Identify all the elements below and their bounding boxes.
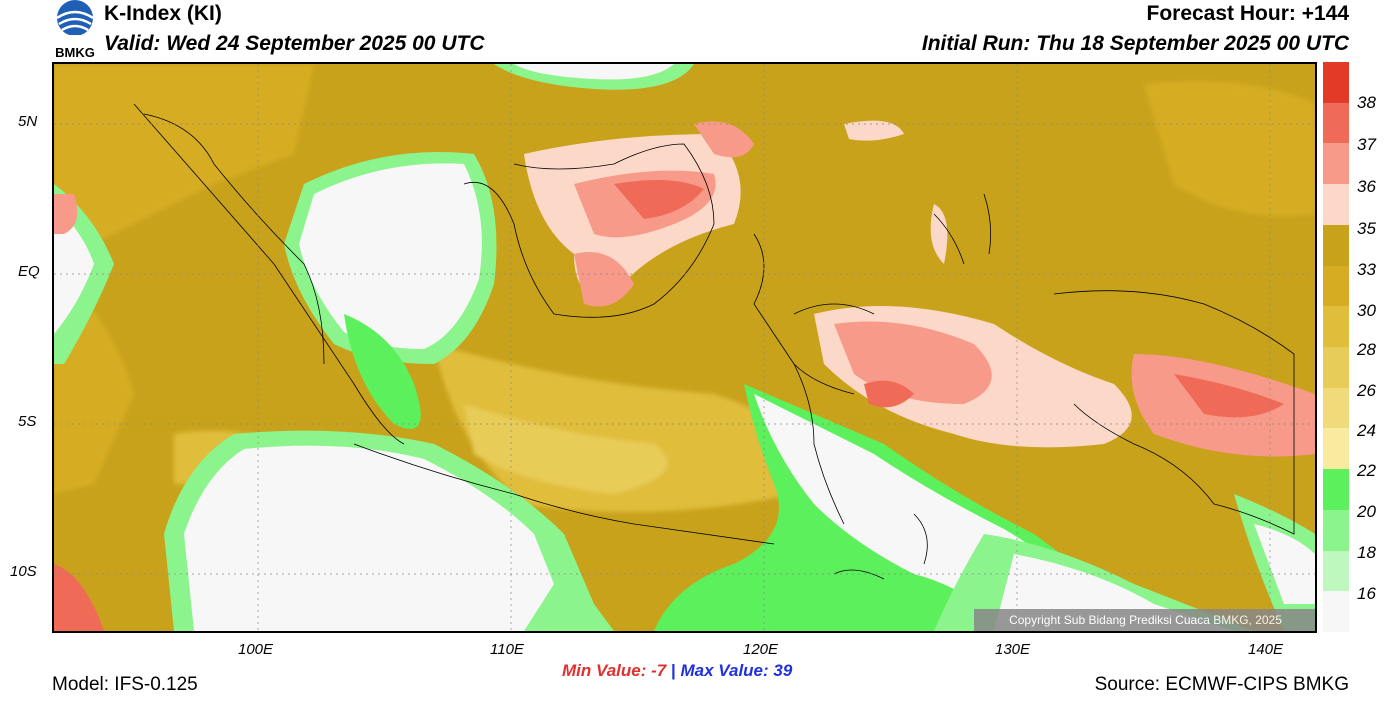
k-index-map: Copyright Sub Bidang Prediksi Cuaca BMKG… [52,62,1317,633]
colorbar-segment [1323,509,1349,552]
model-info: Model: IFS-0.125 [52,674,198,695]
colorbar-label: 35 [1357,219,1376,238]
lon-label-130e: 130E [995,641,1031,658]
lat-label-10s: 10S [10,563,37,580]
colorbar-label: 33 [1357,260,1376,279]
min-value-label: Min Value: [562,661,647,680]
bmkg-logo-icon: BMKG [50,0,100,60]
colorbar-label: 22 [1357,461,1376,480]
colorbar-segment [1323,469,1349,511]
lat-label-5n: 5N [18,113,38,130]
colorbar-segment [1323,184,1349,226]
min-max-values: Min Value: -7 | Max Value: 39 [562,661,792,681]
copyright-note: Copyright Sub Bidang Prediksi Cuaca BMKG… [974,609,1315,631]
colorbar-label: 37 [1357,135,1376,154]
min-max-separator: | [670,661,676,680]
colorbar-label: 20 [1357,502,1376,521]
initial-run: Initial Run: Thu 18 September 2025 00 UT… [921,32,1349,55]
colorbar-segment [1323,347,1349,389]
lat-label-eq: EQ [18,263,40,280]
lon-label-110e: 110E [490,641,524,658]
min-value: -7 [651,661,667,680]
colorbar-segment [1323,224,1349,267]
map-title: K-Index (KI) [104,2,222,25]
colorbar-label: 38 [1357,93,1376,112]
colorbar [1323,62,1349,633]
high-index-areas [54,120,1315,631]
logo-text: BMKG [55,45,95,60]
graticule [54,64,1315,631]
lon-label-100e: 100E [238,641,274,658]
colorbar-label: 26 [1357,381,1376,400]
colorbar-label: 16 [1357,584,1376,603]
colorbar-segment [1323,102,1349,144]
colorbar-segment [1323,428,1349,470]
lon-label-120e: 120E [743,641,779,658]
bmkg-logo: BMKG [50,0,100,60]
colorbar-label: 24 [1357,421,1376,440]
source-info: Source: ECMWF-CIPS BMKG [1094,674,1349,695]
colorbar-label: 30 [1357,301,1376,320]
map-field [54,64,1315,631]
lat-label-5s: 5S [18,413,37,430]
colorbar-segment [1323,591,1349,633]
colorbar-segment [1323,550,1349,592]
colorbar-segment [1323,387,1349,429]
max-value: 39 [773,661,793,680]
colorbar-segment [1323,62,1349,104]
colorbar-segment [1323,265,1349,307]
colorbar-label: 18 [1357,543,1376,562]
lon-label-140e: 140E [1248,641,1284,658]
valid-time: Valid: Wed 24 September 2025 00 UTC [104,32,485,55]
colorbar-segment [1323,306,1349,348]
colorbar-label: 28 [1357,340,1376,359]
forecast-hour: Forecast Hour: +144 [1146,2,1350,25]
colorbar-segment [1323,143,1349,185]
colorbar-label: 36 [1357,177,1376,196]
max-value-label: Max Value: [680,661,769,680]
coastlines [133,103,1295,580]
